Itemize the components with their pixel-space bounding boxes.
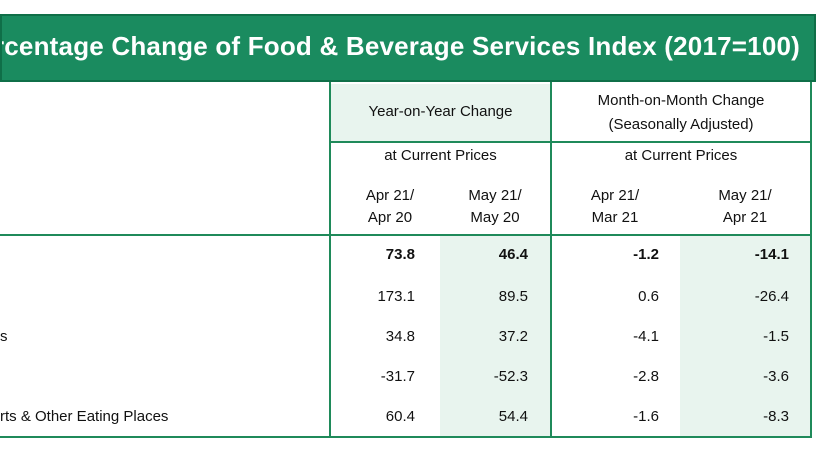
subheader-mom-prices: at Current Prices: [624, 147, 738, 164]
table-cell: -31.7: [380, 368, 415, 385]
col-header-4-line1: May 21/: [718, 187, 772, 204]
table-cell: 34.8: [385, 328, 415, 345]
divider-mid: [550, 82, 552, 438]
table-cell: -8.3: [763, 408, 789, 425]
col-header-3-line1: Apr 21/: [590, 187, 640, 204]
table-cell: 0.6: [638, 288, 659, 305]
table-cell: -14.1: [754, 246, 789, 263]
divider-header-body: [0, 234, 812, 236]
col-header-1-line2: Apr 20: [367, 209, 413, 226]
table-cell: -52.3: [493, 368, 528, 385]
divider-right: [810, 82, 812, 438]
col-header-1-line1: Apr 21/: [365, 187, 415, 204]
divider-left: [329, 82, 331, 438]
table-title-bar: ercentage Change of Food & Beverage Serv…: [0, 14, 816, 82]
header-yoy: Year-on-Year Change: [368, 103, 513, 120]
header-mom-line1: Month-on-Month Change: [597, 92, 765, 109]
shade-col4: [680, 236, 810, 436]
table-cell: 37.2: [498, 328, 528, 345]
table-cell: 54.4: [498, 408, 528, 425]
table-cell: -1.5: [763, 328, 789, 345]
table-cell: 73.8: [385, 246, 415, 263]
col-header-4-line2: Apr 21: [722, 209, 768, 226]
col-header-2-line2: May 20: [470, 209, 520, 226]
divider-table-bottom: [0, 436, 812, 438]
header-mom-line2: (Seasonally Adjusted): [608, 116, 754, 133]
table-cell: -2.8: [633, 368, 659, 385]
shade-yoy-header: [331, 84, 550, 142]
table-cell: -3.6: [763, 368, 789, 385]
table-cell: -1.2: [633, 246, 659, 263]
table-cell: -26.4: [754, 288, 789, 305]
shade-col2: [440, 236, 550, 436]
table-cell: 173.1: [377, 288, 415, 305]
col-header-3-line2: Mar 21: [591, 209, 639, 226]
subheader-yoy-prices: at Current Prices: [384, 147, 497, 164]
row-label: s: [0, 328, 8, 345]
table-cell: 46.4: [498, 246, 528, 263]
table-cell: 60.4: [385, 408, 415, 425]
row-label: rts & Other Eating Places: [0, 408, 169, 425]
table-title: ercentage Change of Food & Beverage Serv…: [0, 31, 800, 61]
table-cell: -4.1: [633, 328, 659, 345]
divider-group-header: [329, 141, 812, 143]
table-cell: 89.5: [498, 288, 528, 305]
table-cell: -1.6: [633, 408, 659, 425]
col-header-2-line1: May 21/: [468, 187, 522, 204]
